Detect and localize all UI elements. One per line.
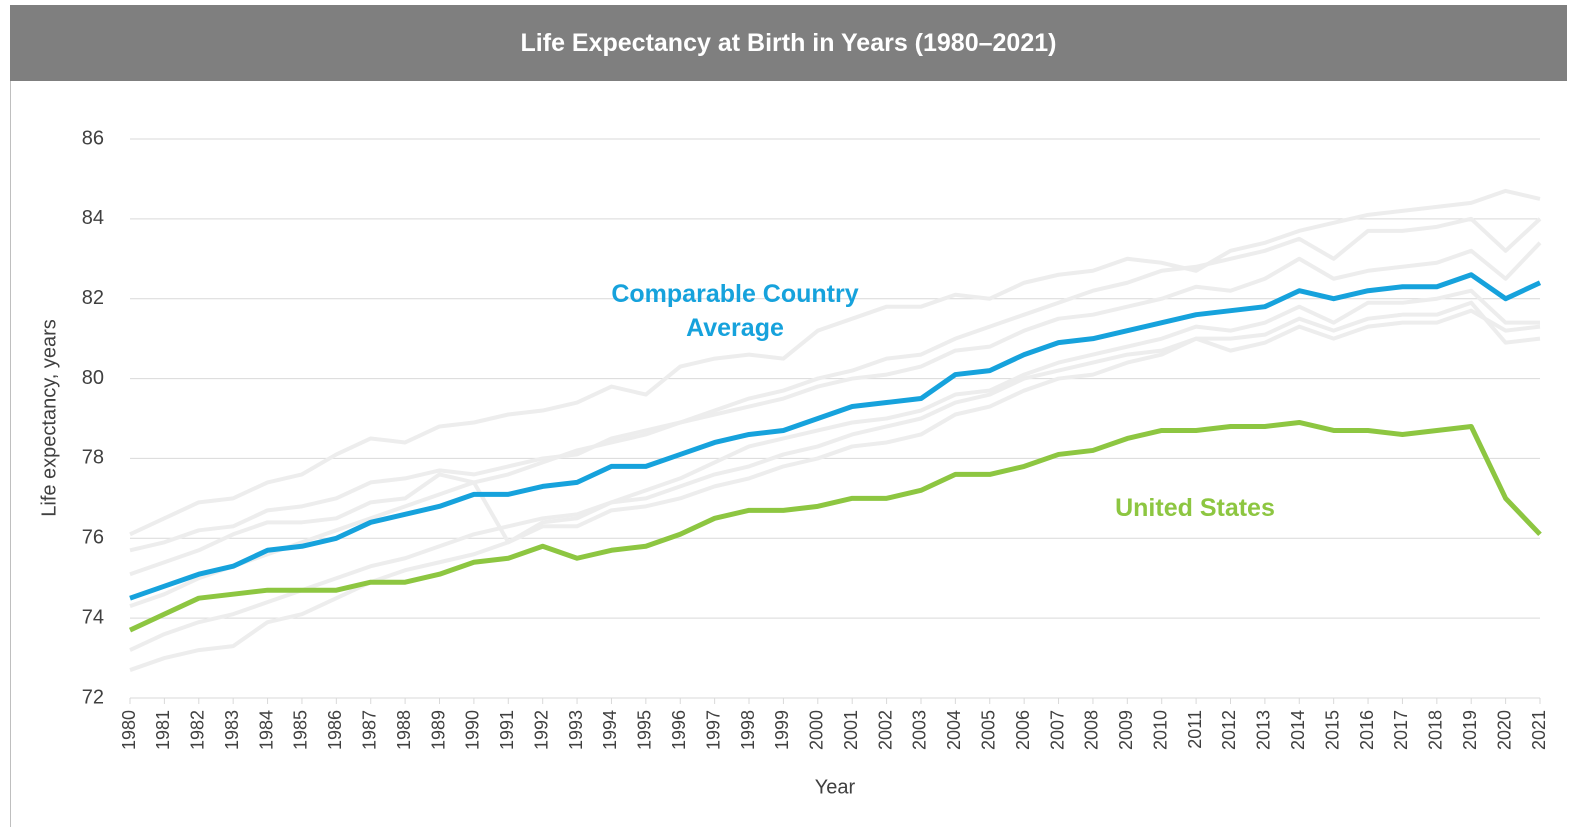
- x-tick-label: 1992: [531, 710, 551, 750]
- x-tick-label: 2018: [1426, 710, 1446, 750]
- x-tick-label: 1987: [359, 710, 379, 750]
- x-tick-label: 2011: [1185, 710, 1205, 749]
- series-line: [128, 419, 1542, 633]
- x-tick-label: 1989: [428, 710, 448, 750]
- y-tick-label: 86: [82, 127, 104, 149]
- series-label: Comparable Country Average: [611, 280, 859, 342]
- x-tick-label: 2013: [1254, 710, 1274, 750]
- x-tick-label: 2003: [910, 710, 930, 750]
- chart-frame: [10, 81, 1567, 827]
- x-tick-label: 1990: [463, 710, 483, 750]
- x-tick-label: 1994: [600, 710, 620, 750]
- x-tick-label: 2016: [1357, 710, 1377, 750]
- x-tick-label: 2005: [979, 710, 999, 750]
- y-axis-title: Life expectancy, years: [38, 319, 60, 517]
- y-tick-label: 84: [82, 207, 104, 229]
- x-tick-label: 1997: [703, 710, 723, 750]
- x-tick-label: 1982: [188, 710, 208, 750]
- x-tick-label: 2021: [1529, 710, 1549, 750]
- x-tick-label: 2015: [1322, 710, 1342, 750]
- x-tick-label: 1985: [291, 710, 311, 750]
- x-tick-label: 1984: [256, 710, 276, 750]
- x-tick-label: 2004: [944, 710, 964, 750]
- x-tick-label: 2017: [1391, 710, 1411, 750]
- x-tick-label: 2020: [1494, 710, 1514, 750]
- x-tick-label: 2007: [1047, 710, 1067, 750]
- y-tick-label: 76: [82, 527, 104, 549]
- x-tick-label: 1991: [497, 710, 517, 750]
- chart-title: Life Expectancy at Birth in Years (1980–…: [10, 5, 1567, 81]
- x-tick-label: 2019: [1460, 710, 1480, 750]
- country-line: [129, 288, 1540, 577]
- y-tick-label: 82: [82, 287, 104, 309]
- x-tick-label: 1999: [772, 710, 792, 750]
- y-tick-label: 74: [82, 606, 104, 628]
- x-tick-label: 2000: [807, 710, 827, 750]
- country-line: [129, 241, 1542, 553]
- y-tick-label: 72: [82, 686, 104, 708]
- country-line: [129, 300, 1541, 652]
- series-label: United States: [1115, 494, 1275, 522]
- x-tick-label: 2001: [841, 710, 861, 750]
- y-tick-label: 80: [82, 367, 104, 389]
- x-tick-label: 1981: [153, 710, 173, 750]
- x-tick-label: 1983: [222, 710, 242, 750]
- country-line: [129, 308, 1541, 672]
- x-tick-label: 1998: [738, 710, 758, 750]
- y-tick-label: 78: [82, 447, 104, 469]
- country-line: [129, 216, 1542, 609]
- country-line: [129, 188, 1541, 537]
- x-tick-label: 1995: [635, 710, 655, 750]
- x-tick-label: 2006: [1013, 710, 1033, 750]
- x-tick-label: 1986: [325, 710, 345, 750]
- x-tick-label: 2002: [875, 710, 895, 750]
- x-tick-label: 1996: [669, 710, 689, 750]
- x-tick-label: 1980: [119, 710, 139, 750]
- x-tick-label: 2010: [1150, 710, 1170, 750]
- x-tick-label: 1988: [394, 710, 414, 750]
- x-tick-label: 1993: [566, 710, 586, 750]
- series-line: [129, 272, 1542, 601]
- x-tick-label: 2009: [1116, 710, 1136, 750]
- x-axis-title: Year: [815, 776, 856, 798]
- x-tick-label: 2014: [1288, 710, 1308, 750]
- x-tick-label: 2008: [1082, 710, 1102, 750]
- x-tick-label: 2012: [1219, 710, 1239, 750]
